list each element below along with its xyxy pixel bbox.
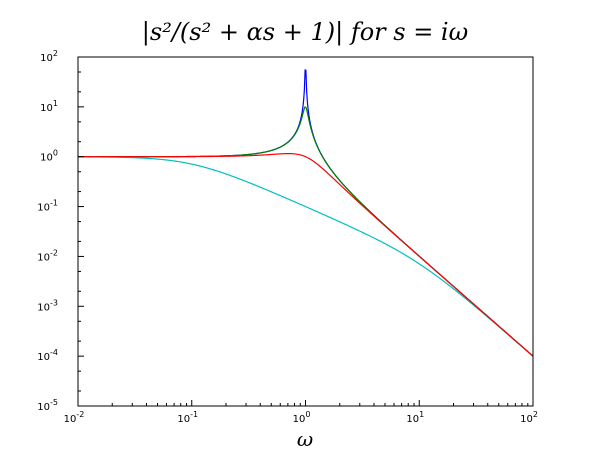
y-tick-label: 102 [40,49,58,64]
series-line-1 [78,156,534,357]
series-line-3 [78,153,534,357]
series-line-0 [78,69,534,357]
plot-frame [77,56,534,407]
y-tick-label: 10-1 [37,199,58,214]
x-tick-label: 101 [406,410,424,425]
y-tick-label: 101 [40,99,58,114]
chart-title: |s²/(s² + αs + 1)| for s = iω [142,18,468,47]
x-tick-label: 10-1 [177,410,198,425]
y-tick-label: 10-4 [37,348,58,363]
axes: 10-2 10-1 100 101 102 10-5 10-4 10-3 10-2 10-1 100… [37,49,538,425]
y-tick-label: 10-5 [37,398,58,413]
y-tick-label: 10-3 [37,298,58,313]
y-tick-label: 100 [40,149,58,164]
x-tick-label: 10-2 [64,410,85,425]
x-axis-label: ω [297,427,313,451]
series-group [78,69,534,357]
x-tick-label: 100 [293,410,311,425]
x-tick-label: 102 [520,410,538,425]
y-tick-label: 10-2 [37,248,58,263]
series-line-2 [78,106,534,357]
